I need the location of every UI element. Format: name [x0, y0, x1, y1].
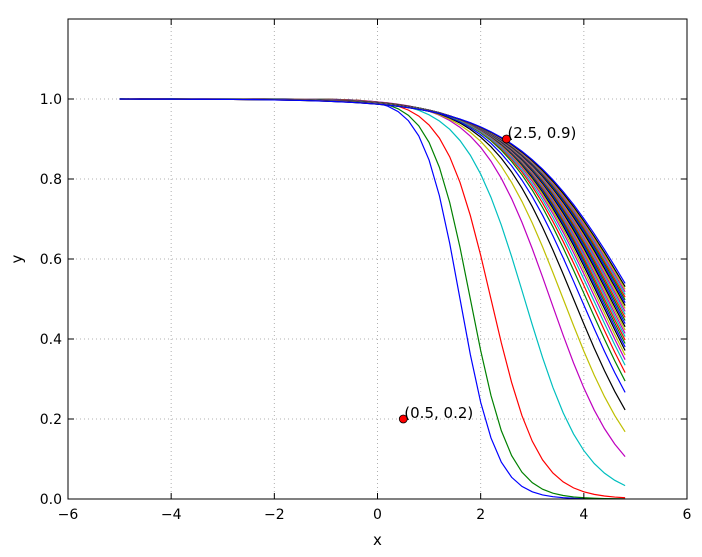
y-tick-label: 0.8 — [40, 172, 62, 188]
plot-frame — [67, 18, 688, 500]
series-lines — [119, 98, 626, 500]
x-tick-label: −2 — [264, 507, 285, 523]
annotation-marker — [502, 134, 511, 144]
x-tick-label: 6 — [683, 507, 692, 523]
x-tick-label: 2 — [476, 507, 485, 523]
x-axis-label: x — [373, 531, 382, 549]
y-tick-label: 0.0 — [40, 492, 62, 508]
y-tick-label: 1.0 — [40, 92, 62, 108]
x-tick-label: −6 — [58, 507, 79, 523]
x-tick-label: 4 — [579, 507, 588, 523]
x-tick-labels: −6 −4 −2 0 2 4 6 — [58, 507, 692, 523]
y-tick-labels: 0.0 0.2 0.4 0.6 0.8 1.0 — [40, 92, 62, 508]
x-tick-label: −4 — [161, 507, 182, 523]
annotations: (2.5, 0.9) (0.5, 0.2) — [398, 124, 576, 424]
annotation-marker — [398, 414, 408, 424]
series-line — [119, 98, 626, 284]
y-axis-label: y — [8, 254, 26, 263]
annotation-label: (2.5, 0.9) — [507, 124, 576, 142]
y-tick-label: 0.6 — [40, 252, 62, 268]
y-tick-label: 0.2 — [40, 412, 62, 428]
y-tick-label: 0.4 — [40, 332, 62, 348]
annotation-label: (0.5, 0.2) — [404, 404, 473, 422]
x-tick-label: 0 — [373, 507, 382, 523]
